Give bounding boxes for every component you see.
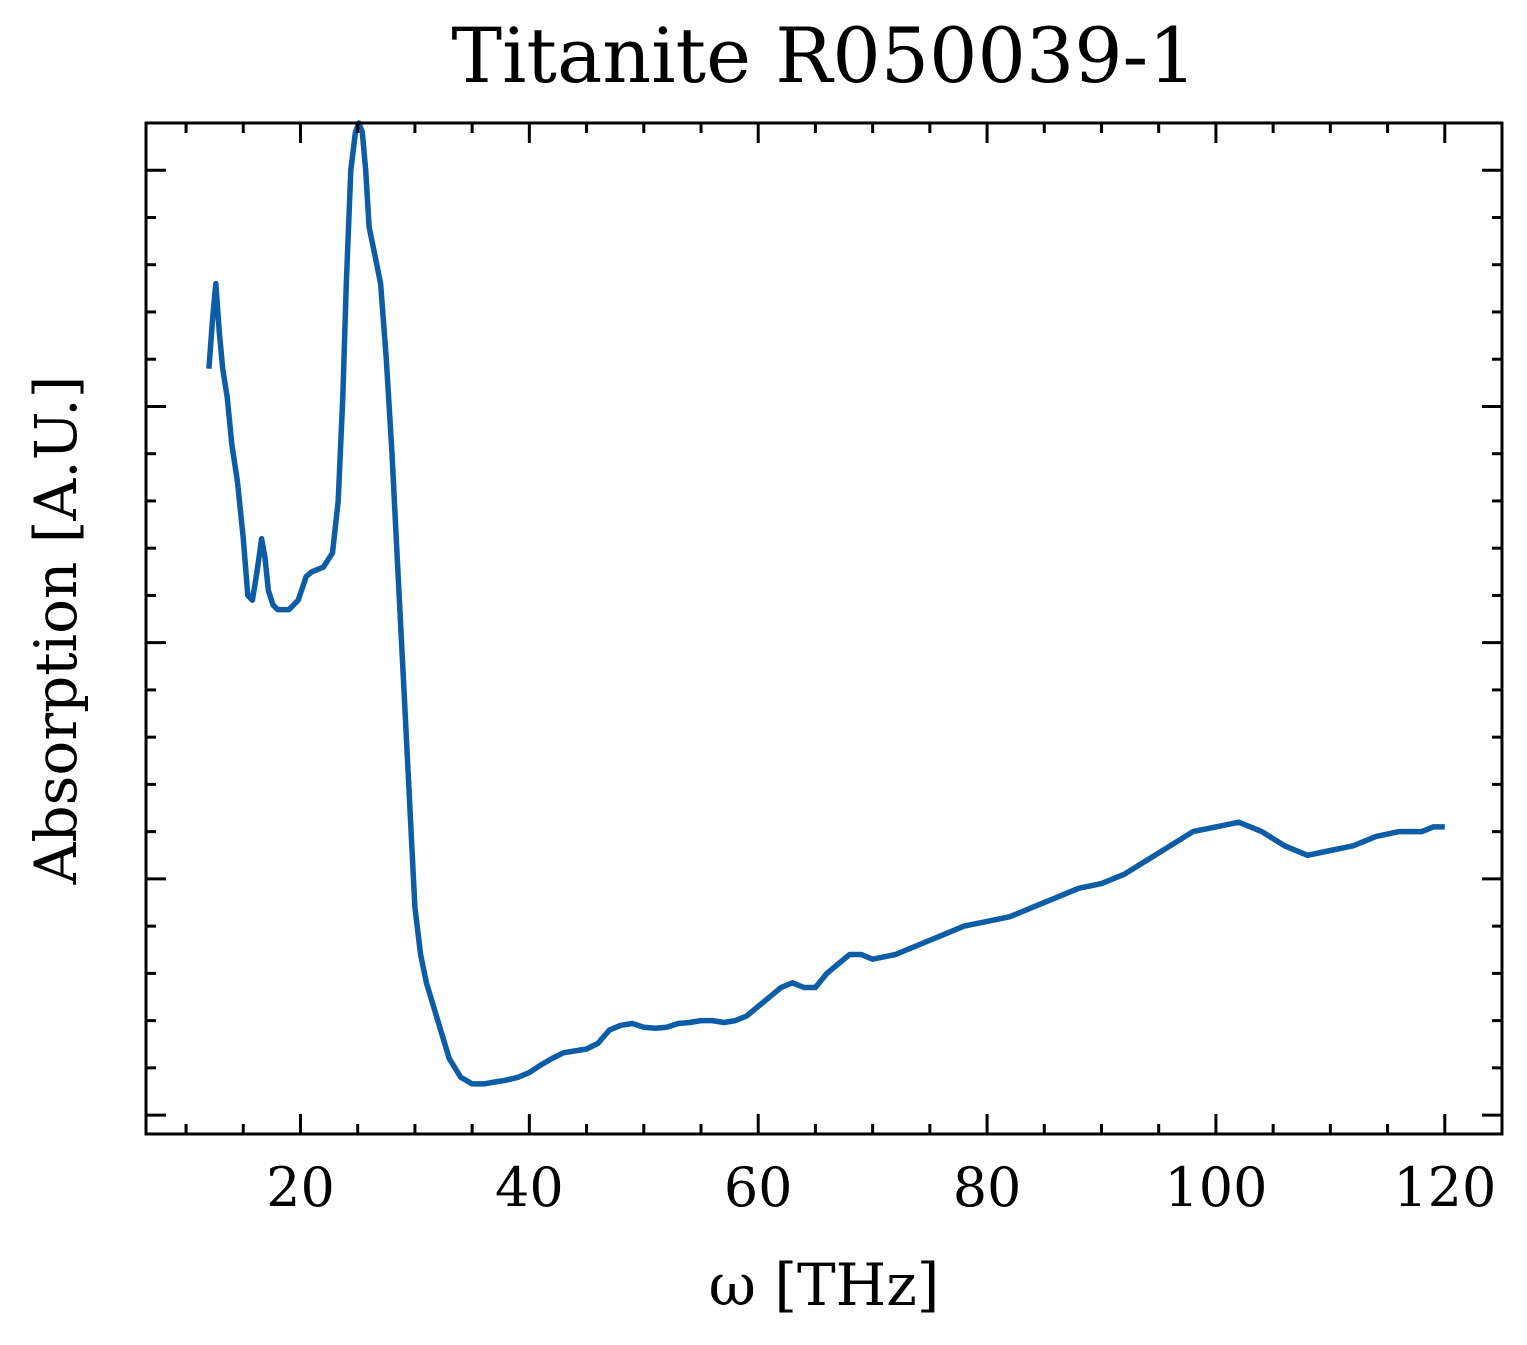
x-axis-label: ω [THz] bbox=[709, 1251, 940, 1319]
x-tick-label: 100 bbox=[1164, 1156, 1267, 1219]
axis-ticks bbox=[146, 121, 1504, 1134]
x-tick-label: 60 bbox=[724, 1156, 793, 1219]
x-tick-label: 20 bbox=[266, 1156, 335, 1219]
x-tick-label: 40 bbox=[495, 1156, 564, 1219]
plot-frame bbox=[144, 121, 1504, 1136]
plot-area bbox=[206, 120, 1445, 1087]
x-tick-labels: 20 40 60 80 100 120 bbox=[266, 1156, 1496, 1219]
x-tick-label: 80 bbox=[953, 1156, 1022, 1219]
x-tick-label: 120 bbox=[1393, 1156, 1496, 1219]
series-line bbox=[206, 120, 1445, 1087]
chart-title: Titanite R050039-1 bbox=[451, 11, 1196, 100]
y-axis-label: Absorption [A.U.] bbox=[22, 376, 90, 886]
